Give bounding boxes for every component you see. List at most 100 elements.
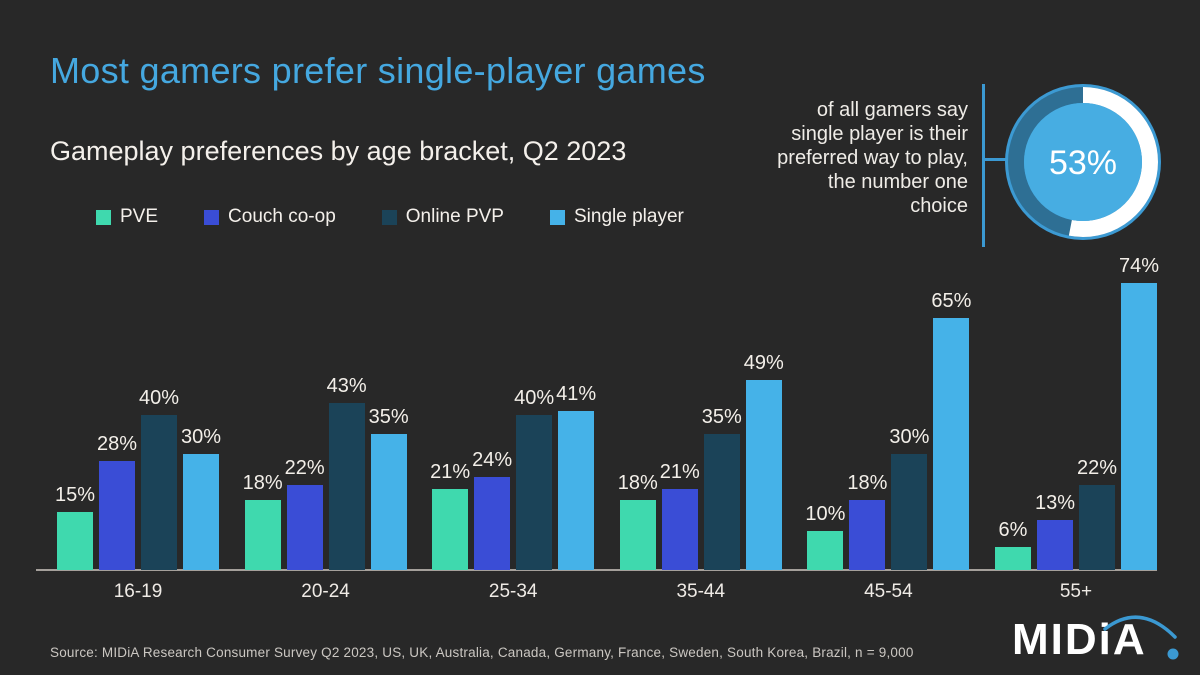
bar-value-label: 74%	[1118, 254, 1159, 277]
bar-value-label: 24%	[472, 448, 513, 471]
donut-center	[1024, 103, 1142, 221]
bar-online-pvp	[141, 414, 177, 570]
legend-label: Couch co-op	[228, 206, 336, 227]
bar-col: 43%	[326, 375, 367, 570]
bar-value-label: 10%	[805, 503, 846, 526]
bar-group-20-24: 18% 22% 43% 35%	[242, 375, 409, 570]
bar-single-player	[370, 434, 407, 570]
callout-divider-line	[982, 84, 985, 247]
x-axis-label: 16-19	[113, 581, 163, 602]
x-axis-label: 45-54	[864, 581, 913, 602]
bar-group-16-19: 15% 28% 40% 30%	[54, 386, 222, 570]
donut-chart: 53%	[1005, 84, 1161, 240]
bar-single-player	[1120, 282, 1157, 570]
source-note: Source: MIDiA Research Consumer Survey Q…	[50, 645, 914, 660]
bar-value-label: 40%	[514, 386, 555, 409]
x-axis-labels: 16-19 20-24 25-34 35-44 45-54 55+	[57, 581, 1157, 603]
callout-connector-line	[985, 158, 1007, 161]
bar-value-label: 43%	[326, 375, 367, 398]
donut-percent-label: 53%	[1049, 144, 1117, 182]
bar-group-35-44: 18% 21% 35% 49%	[617, 351, 784, 570]
legend-item-pve: PVE	[96, 206, 158, 228]
bar-online-pvp	[891, 453, 928, 570]
bar-group-25-34: 21% 24% 40% 41%	[430, 382, 597, 570]
bar-col: 18%	[617, 472, 658, 570]
bar-col: 21%	[430, 460, 471, 570]
legend-swatch-icon	[381, 209, 397, 225]
bar-couch-co-op	[99, 461, 135, 570]
legend-swatch-icon	[550, 209, 565, 225]
legend: PVE Couch co-op Online PVP Single player	[96, 206, 684, 228]
bar-value-label: 40%	[138, 386, 180, 409]
bar-couch-co-op	[849, 500, 886, 570]
bar-value-label: 35%	[368, 406, 409, 429]
legend-swatch-icon	[96, 209, 111, 225]
page-title: Most gamers prefer single-player games	[50, 50, 706, 91]
midia-logo-arc-icon	[1103, 615, 1179, 660]
bar-pve	[619, 500, 656, 570]
x-axis-label: 25-34	[488, 581, 538, 602]
bar-value-label: 30%	[180, 425, 222, 448]
bar-value-label: 21%	[430, 460, 471, 483]
x-axis-line	[36, 569, 1157, 571]
bar-col: 40%	[138, 386, 180, 570]
bar-col: 15%	[54, 483, 96, 570]
bar-value-label: 65%	[931, 289, 972, 312]
bar-value-label: 18%	[617, 472, 658, 495]
bar-pve	[807, 531, 844, 570]
chart-subtitle: Gameplay preferences by age bracket, Q2 …	[50, 136, 627, 166]
callout-text: of all gamers say single player is their…	[777, 99, 968, 217]
bar-col: 22%	[284, 456, 325, 570]
bar-couch-co-op	[474, 476, 511, 570]
bar-pve	[244, 500, 281, 570]
bar-col: 40%	[514, 386, 555, 570]
midia-logo-text: MIDiA	[1012, 615, 1147, 664]
bar-single-player	[745, 379, 782, 570]
bar-single-player	[183, 453, 219, 570]
bar-value-label: 18%	[847, 472, 888, 495]
bar-group-55-: 6% 13% 22% 74%	[994, 254, 1159, 570]
bar-single-player	[933, 317, 970, 570]
legend-item-single-player: Single player	[550, 206, 684, 228]
legend-swatch-icon	[204, 209, 220, 225]
legend-item-couch-co-op: Couch co-op	[204, 206, 336, 228]
x-axis-label: 55+	[1059, 581, 1093, 602]
bar-col: 74%	[1118, 254, 1159, 570]
bar-value-label: 21%	[659, 460, 700, 483]
bar-value-label: 35%	[701, 406, 742, 429]
bar-col: 22%	[1076, 456, 1117, 570]
bar-pve	[57, 511, 93, 570]
bar-value-label: 22%	[1076, 456, 1117, 479]
bar-value-label: 6%	[998, 518, 1028, 541]
bar-pve	[994, 546, 1031, 570]
bar-col: 65%	[931, 289, 972, 570]
bar-col: 30%	[180, 425, 222, 570]
bar-col: 41%	[556, 382, 597, 570]
bar-value-label: 28%	[96, 433, 138, 456]
bar-value-label: 18%	[242, 472, 283, 495]
bar-value-label: 49%	[743, 351, 784, 374]
bar-col: 18%	[847, 472, 888, 570]
bar-col: 10%	[805, 503, 846, 570]
bar-col: 35%	[701, 406, 742, 570]
midia-logo-dot-icon	[1167, 648, 1179, 660]
legend-item-online-pvp: Online PVP	[381, 206, 504, 228]
bar-value-label: 15%	[54, 483, 96, 506]
legend-label: Single player	[574, 206, 684, 227]
bar-value-label: 30%	[889, 425, 930, 448]
bar-online-pvp	[328, 403, 365, 570]
bar-col: 30%	[889, 425, 930, 570]
bar-online-pvp	[516, 414, 553, 570]
bar-online-pvp	[703, 434, 740, 570]
bar-couch-co-op	[286, 484, 323, 570]
bar-col: 28%	[96, 433, 138, 570]
bar-col: 24%	[472, 448, 513, 570]
bar-value-label: 13%	[1034, 491, 1075, 514]
x-axis-label: 20-24	[301, 581, 350, 602]
bar-col: 18%	[242, 472, 283, 570]
bar-value-label: 22%	[284, 456, 325, 479]
bar-online-pvp	[1078, 484, 1115, 570]
x-axis-label: 35-44	[676, 581, 726, 602]
bar-couch-co-op	[661, 488, 698, 570]
bar-value-label: 41%	[556, 382, 597, 405]
